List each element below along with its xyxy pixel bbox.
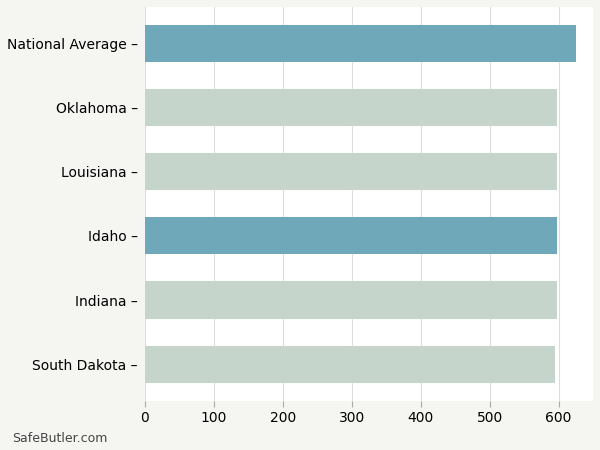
Text: SafeButler.com: SafeButler.com — [12, 432, 107, 446]
Bar — [145, 153, 557, 190]
Bar — [145, 217, 557, 254]
Bar — [145, 346, 555, 383]
Bar — [145, 281, 557, 319]
Bar — [145, 89, 557, 126]
Bar — [145, 25, 576, 62]
